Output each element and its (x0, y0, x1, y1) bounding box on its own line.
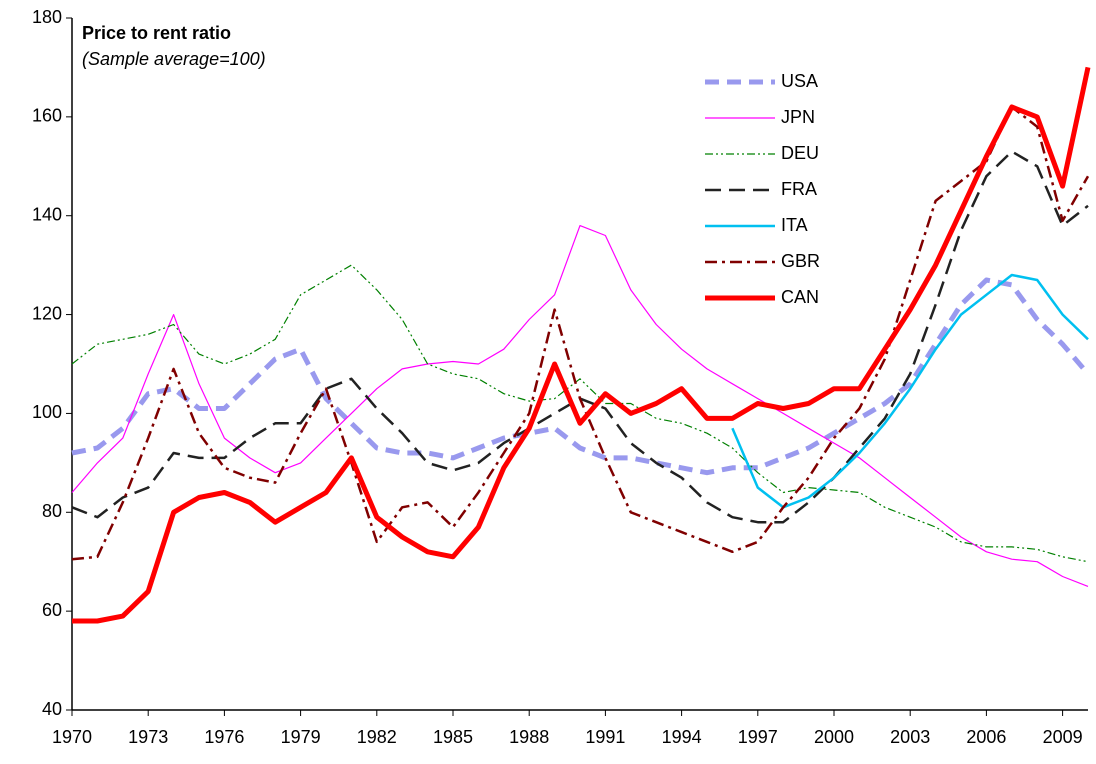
x-tick-label: 1991 (585, 727, 625, 747)
x-tick-label: 2000 (814, 727, 854, 747)
legend-label: GBR (781, 251, 820, 271)
y-tick-label: 120 (32, 303, 62, 323)
x-tick-label: 2003 (890, 727, 930, 747)
series-line (71, 264, 1089, 563)
x-tick-label: 2009 (1043, 727, 1083, 747)
x-tick-label: 1988 (509, 727, 549, 747)
series-line (71, 105, 1090, 561)
legend-label: CAN (781, 287, 819, 307)
x-tick-label: 1976 (204, 727, 244, 747)
chart-title: Price to rent ratio (82, 23, 231, 43)
y-tick-label: 100 (32, 402, 62, 422)
x-tick-label: 1997 (738, 727, 778, 747)
x-tick-label: 1985 (433, 727, 473, 747)
y-tick-label: 80 (42, 501, 62, 521)
y-tick-label: 40 (42, 699, 62, 719)
series-line (71, 150, 1089, 524)
series-line (72, 66, 1091, 624)
series-line (71, 225, 1089, 587)
legend-label: ITA (781, 215, 808, 235)
series-line (71, 277, 1090, 476)
legend-label: USA (781, 71, 818, 91)
x-tick-label: 1994 (662, 727, 702, 747)
x-tick-label: 1970 (52, 727, 92, 747)
x-tick-label: 1973 (128, 727, 168, 747)
legend-label: DEU (781, 143, 819, 163)
y-tick-label: 180 (32, 7, 62, 27)
series-line (731, 273, 1089, 509)
y-tick-label: 140 (32, 204, 62, 224)
y-tick-label: 160 (32, 106, 62, 126)
chart-subtitle: (Sample average=100) (82, 49, 266, 69)
x-tick-label: 1979 (281, 727, 321, 747)
x-tick-label: 2006 (966, 727, 1006, 747)
legend-label: FRA (781, 179, 817, 199)
x-tick-label: 1982 (357, 727, 397, 747)
y-tick-label: 60 (42, 600, 62, 620)
legend-label: JPN (781, 107, 815, 127)
